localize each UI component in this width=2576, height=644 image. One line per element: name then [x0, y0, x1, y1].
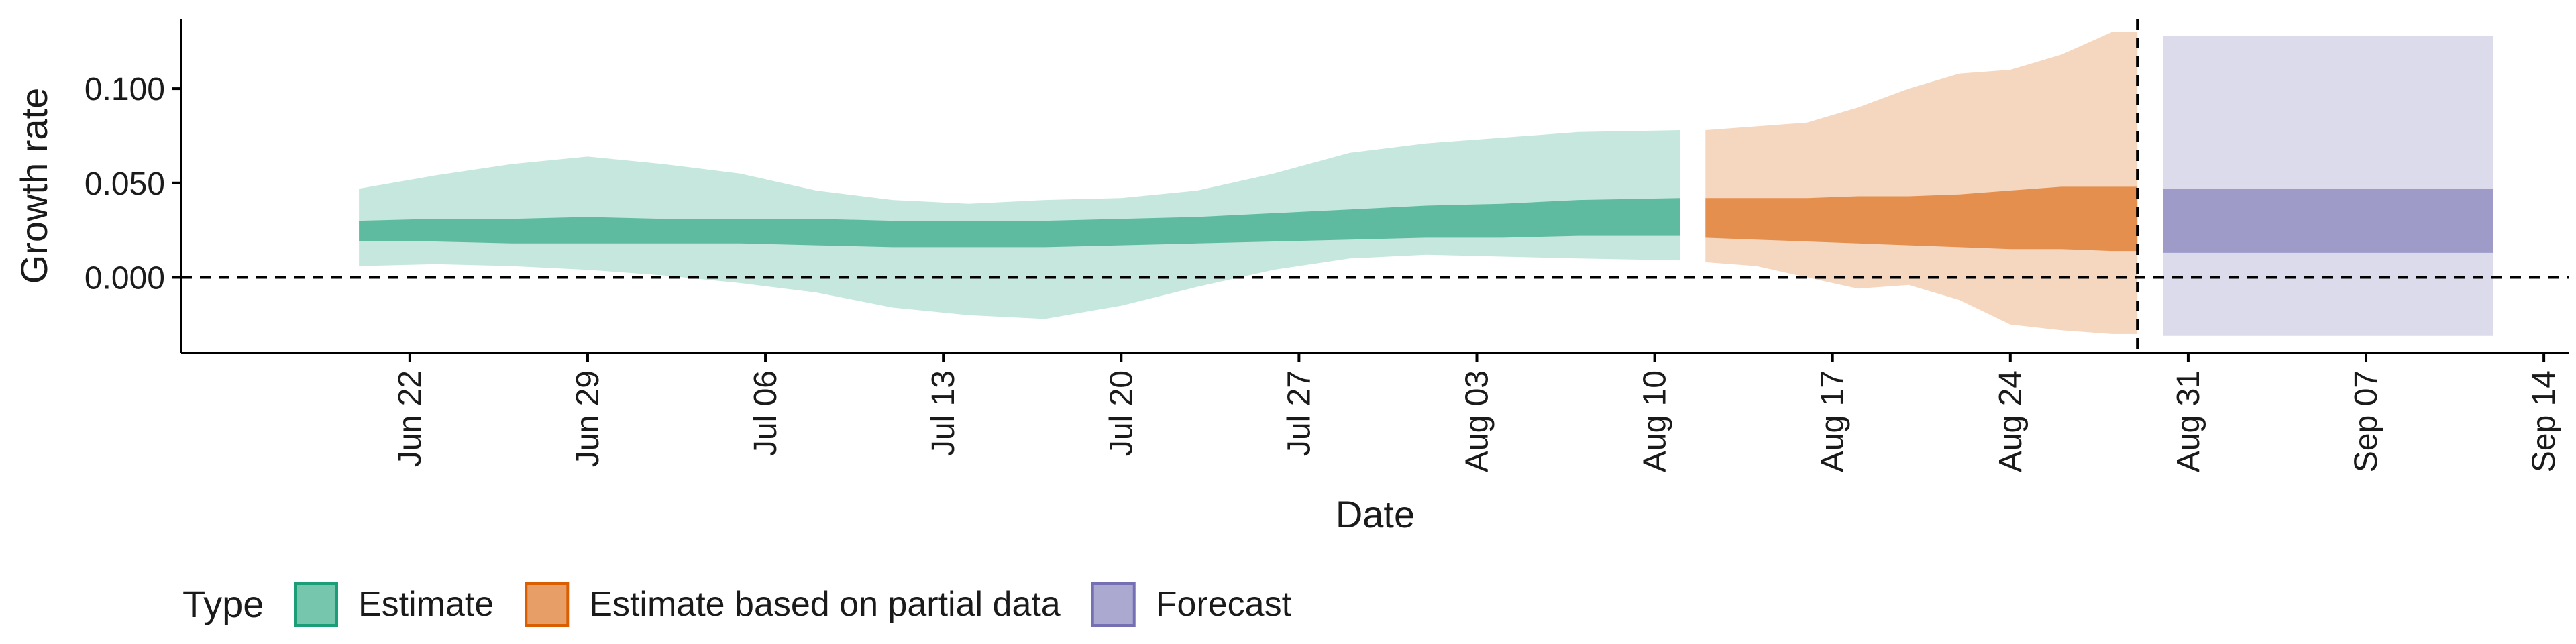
- x-tick-label: Jul 06: [748, 370, 784, 456]
- x-tick-label: Aug 03: [1459, 370, 1495, 472]
- x-tick-label: Aug 24: [1993, 370, 2029, 472]
- x-tick-label: Jul 27: [1281, 370, 1317, 456]
- forecast-legend-swatch: [1091, 582, 1136, 627]
- x-tick-label: Sep 07: [2349, 370, 2384, 472]
- y-axis-title: Growth rate: [13, 88, 55, 284]
- estimate-inner-band: [359, 198, 1680, 248]
- bands-layer: [359, 32, 2493, 336]
- estimate-based-on-partial-data-legend-swatch: [525, 582, 570, 627]
- axes: 0.000 0.050 0.100 Jun 22 Jun 29 Jul 06 Jul 13 J…: [85, 19, 2569, 472]
- x-tick-label: Jul 13: [926, 370, 961, 456]
- x-tick-label: Jun 29: [570, 370, 606, 467]
- y-tick-label: 0.000: [85, 260, 165, 296]
- x-tick-label: Aug 17: [1815, 370, 1851, 472]
- forecast-inner-band: [2163, 189, 2493, 253]
- forecast-outer-band: [2163, 36, 2493, 336]
- x-tick-label: Jul 20: [1104, 370, 1139, 456]
- legend-title: Type: [182, 583, 264, 625]
- estimate-legend-swatch: [294, 582, 338, 627]
- reference-lines: [181, 19, 2569, 353]
- x-tick-label: Sep 14: [2526, 370, 2562, 472]
- legend: Type Estimate Estimate based on partial d…: [182, 582, 1292, 627]
- estimate-legend-label: Estimate: [358, 585, 494, 624]
- x-tick-label: Jun 22: [392, 370, 428, 467]
- y-tick-label: 0.100: [85, 72, 165, 107]
- y-tick-label: 0.050: [85, 166, 165, 202]
- estimate-based-on-partial-data-legend-label: Estimate based on partial data: [589, 585, 1061, 624]
- forecast-legend-label: Forecast: [1156, 585, 1292, 624]
- estimate-based-on-partial-data-inner-band: [1705, 186, 2138, 252]
- x-tick-label: Aug 31: [2171, 370, 2206, 472]
- x-axis-title: Date: [1336, 493, 1415, 535]
- x-tick-label: Aug 10: [1638, 370, 1673, 472]
- estimate-based-on-partial-data-outer-band: [1705, 32, 2138, 334]
